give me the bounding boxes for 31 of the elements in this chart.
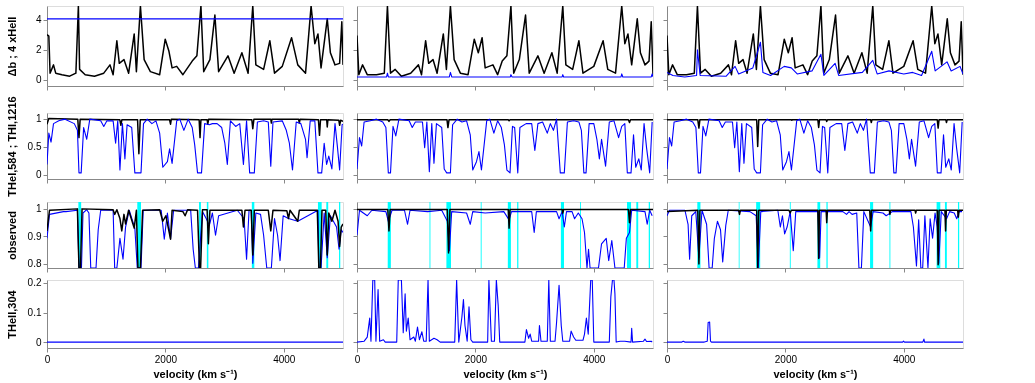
x-axis-title: velocity (km s⁻¹) bbox=[463, 367, 548, 380]
y-tick-label: 4 bbox=[35, 14, 42, 26]
x-tick-label: 4000 bbox=[583, 353, 606, 365]
line-series bbox=[47, 6, 343, 77]
y-tick-label: 0.9 bbox=[27, 230, 42, 242]
x-tick-label: 0 bbox=[354, 353, 361, 365]
y-tick-label: 0 bbox=[35, 336, 42, 348]
y-tick-label: 0 bbox=[35, 74, 42, 86]
y-tick-label: 1 bbox=[35, 203, 42, 215]
y-tick-label: 0 bbox=[35, 169, 42, 181]
y-tick-label: 0.5 bbox=[27, 141, 42, 153]
x-tick-label: 2000 bbox=[464, 353, 488, 365]
x-tick-label: 0 bbox=[44, 353, 51, 365]
x-tick-label: 4000 bbox=[893, 353, 916, 365]
line-series bbox=[47, 118, 343, 174]
y-axis-title: observed bbox=[5, 211, 18, 260]
x-tick-label: 2000 bbox=[154, 353, 178, 365]
y-axis-title: Δb ; 4 xHeII bbox=[5, 16, 18, 77]
line-series bbox=[47, 117, 343, 155]
y-tick-label: 0.8 bbox=[27, 258, 42, 270]
y-axis-title: THeII,304 bbox=[5, 289, 18, 339]
y-tick-label: 0.2 bbox=[27, 277, 42, 289]
y-axis-title: THeI,584 ; THI,1216 bbox=[5, 96, 18, 197]
y-tick-label: 2 bbox=[35, 44, 42, 56]
x-tick-label: 0 bbox=[664, 353, 671, 365]
x-axis-title: velocity (km s⁻¹) bbox=[773, 367, 858, 380]
x-tick-label: 4000 bbox=[273, 353, 296, 365]
x-tick-label: 2000 bbox=[774, 353, 798, 365]
y-tick-label: 1 bbox=[35, 113, 42, 125]
x-axis-title: velocity (km s⁻¹) bbox=[153, 367, 238, 380]
y-tick-label: 0.1 bbox=[27, 307, 42, 319]
